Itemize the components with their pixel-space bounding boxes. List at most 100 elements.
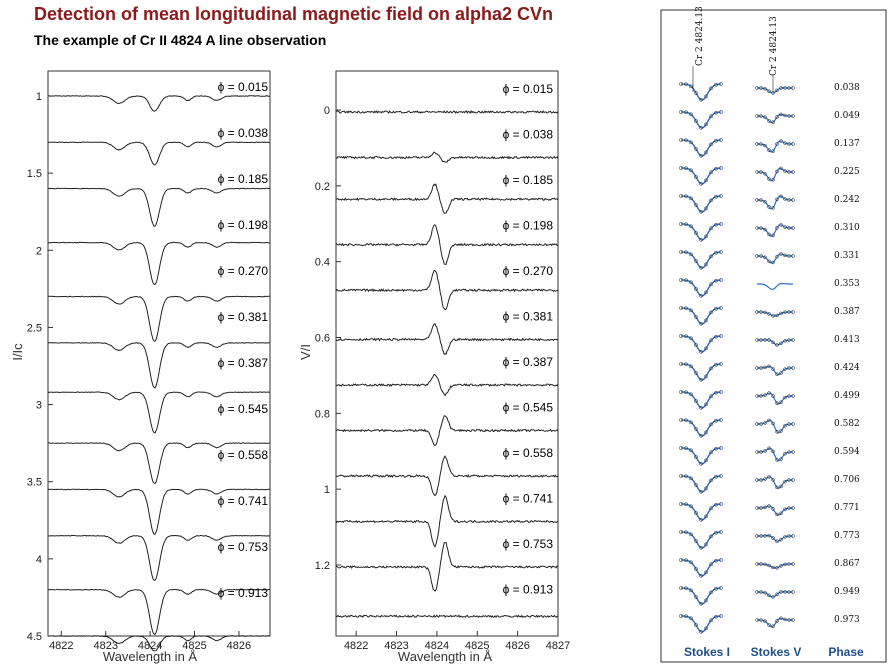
stokes-v-obs-point — [791, 422, 795, 426]
stokes-v-obs-point — [767, 312, 771, 316]
stokes-i-obs-point — [714, 474, 718, 479]
stokes-v-obs-point — [767, 533, 771, 538]
stokes-i-obs-point — [709, 282, 713, 287]
stokes-i-obs-point — [714, 166, 718, 171]
stokes-v-obs-point — [755, 534, 759, 538]
stokes-v-series-10 — [335, 542, 559, 592]
stokes-v-obs-point — [787, 366, 791, 370]
stokes-v-obs-point — [755, 394, 759, 398]
phase-value-8: 0.387 — [834, 307, 860, 317]
stokes-v-obs-point — [783, 197, 787, 201]
stokes-i-obs-point — [699, 489, 703, 494]
stokes-v-obs-point — [767, 364, 771, 369]
stokes-v-obs-point — [759, 618, 763, 622]
stokes-v-obs-point — [787, 198, 791, 202]
stokes-i-obs-point — [689, 616, 693, 621]
stokes-i-obs-point — [699, 405, 703, 410]
stokes-v-series-3 — [335, 224, 559, 266]
stokes-v-obs-point — [755, 226, 759, 230]
stokes-v-obs-point — [779, 511, 783, 516]
stokes-v-obs-point — [791, 254, 795, 258]
stokes-i-obs-point — [709, 170, 713, 175]
stokes-v-obs-point — [759, 254, 763, 258]
stokes-v-obs-point — [791, 450, 795, 454]
stokes-i-ytick-label: 2.5 — [27, 322, 42, 334]
stokes-i-series-1 — [47, 141, 271, 166]
stokes-i-obs-point — [694, 427, 698, 431]
stokes-v-obs-point — [791, 534, 795, 538]
stokes-i-series-3 — [47, 241, 271, 286]
stokes-i-phase-label-8: ϕ = 0.558 — [218, 448, 269, 462]
stokes-i-obs-point — [719, 418, 723, 422]
stokes-v-series-1 — [335, 151, 559, 163]
stokes-v-series-2 — [335, 183, 559, 214]
stokes-i-obs-point — [714, 306, 718, 311]
stokes-i-obs-point — [689, 364, 693, 369]
stokes-i-obs-point — [714, 334, 718, 339]
stokes-i-obs-point — [704, 402, 708, 407]
stokes-v-obs-point — [763, 310, 767, 315]
stokes-i-obs-point — [694, 91, 698, 95]
stokes-v-obs-point — [787, 254, 791, 258]
stokes-v-obs-point — [771, 367, 775, 371]
stokes-i-obs-point — [684, 586, 688, 591]
stokes-i-obs-point — [714, 194, 718, 199]
stokes-v-obs-point — [767, 205, 771, 209]
stokes-v-obs-point — [759, 114, 763, 118]
stokes-i-frame — [47, 70, 271, 637]
stokes-v-obs-point — [787, 338, 791, 342]
stokes-v-obs-point — [767, 259, 771, 264]
stokes-i-obs-point — [719, 530, 723, 534]
stokes-i-series-2 — [48, 187, 271, 227]
stokes-v-obs-point — [767, 148, 771, 152]
stokes-v-profile-3 — [757, 167, 793, 182]
stokes-v-profile-15 — [757, 505, 793, 516]
stokes-i-phase-label-0: ϕ = 0.015 — [218, 80, 269, 94]
stokes-i-obs-point — [719, 250, 723, 254]
stokes-i-obs-point — [689, 392, 693, 397]
stokes-v-series-0 — [336, 109, 559, 115]
stokes-v-obs-point — [771, 233, 775, 238]
stokes-v-phase-label-10: ϕ = 0.753 — [503, 537, 554, 551]
stokes-v-obs-point — [755, 590, 759, 594]
stokes-i-obs-point — [704, 262, 708, 267]
stokes-v-obs-point — [775, 485, 779, 490]
stokes-v-obs-point — [775, 539, 779, 543]
stokes-v-obs-point — [779, 166, 783, 171]
stokes-i-phase-label-10: ϕ = 0.753 — [218, 540, 269, 554]
stokes-v-obs-point — [763, 477, 767, 481]
stokes-i-obs-point — [714, 138, 718, 143]
stokes-i-series-5 — [47, 342, 271, 389]
stokes-v-phase-label-4: ϕ = 0.270 — [503, 264, 554, 278]
stokes-v-obs-point — [783, 113, 787, 118]
phase-value-18: 0.949 — [834, 587, 860, 597]
stokes-v-profile-18 — [757, 591, 793, 598]
stokes-i-obs-point — [679, 110, 683, 114]
stokes-i-obs-point — [679, 446, 683, 450]
stokes-i-obs-point — [719, 306, 723, 310]
stokes-i-obs-point — [694, 483, 698, 487]
stokes-v-xtick-label: 4824 — [425, 640, 449, 652]
stokes-i-obs-point — [714, 390, 718, 395]
stokes-v-obs-point — [763, 591, 767, 595]
stokes-i-obs-point — [689, 84, 693, 89]
stokes-i-obs-point — [709, 226, 713, 231]
stokes-i-obs-point — [699, 545, 703, 550]
stokes-i-obs-point — [709, 506, 713, 511]
stokes-v-phase-label-9: ϕ = 0.741 — [503, 492, 554, 506]
stokes-i-obs-point — [699, 433, 703, 438]
phase-value-1: 0.049 — [834, 111, 860, 121]
stokes-i-obs-point — [704, 150, 708, 155]
stokes-i-obs-point — [714, 530, 718, 535]
stokes-v-profile-12 — [757, 419, 793, 434]
stokes-i-obs-point — [689, 588, 693, 593]
column-label-stokes-v: Stokes V — [751, 645, 802, 659]
stokes-i-obs-point — [699, 181, 703, 186]
stokes-v-obs-point — [791, 310, 795, 314]
stokes-v-phase-label-8: ϕ = 0.558 — [503, 446, 554, 460]
stokes-v-obs-point — [779, 400, 783, 404]
stokes-i-ytick-label: 1 — [36, 91, 42, 103]
stokes-v-obs-point — [783, 310, 787, 315]
phase-value-16: 0.773 — [834, 531, 860, 541]
stokes-v-obs-point — [787, 142, 791, 146]
